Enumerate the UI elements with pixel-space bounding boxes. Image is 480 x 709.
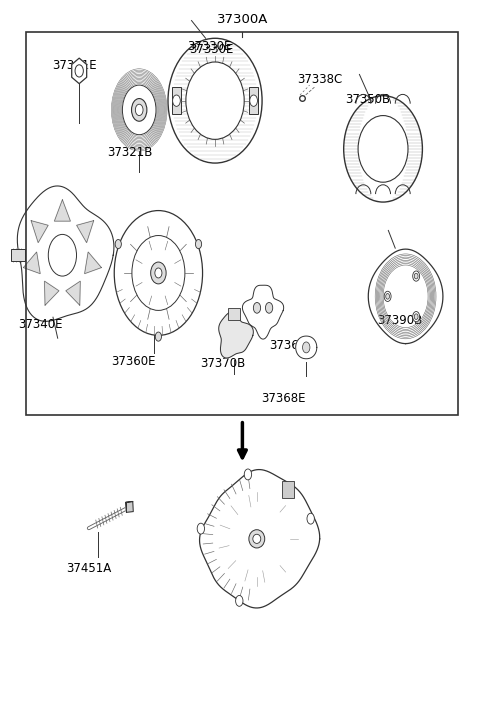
Circle shape (414, 273, 418, 279)
Circle shape (414, 314, 418, 320)
Circle shape (115, 240, 121, 249)
Circle shape (413, 311, 420, 322)
Text: 37390B: 37390B (377, 314, 422, 327)
Text: 37370B: 37370B (201, 357, 246, 369)
Circle shape (173, 95, 180, 106)
Circle shape (156, 332, 161, 341)
Polygon shape (17, 186, 114, 321)
Polygon shape (200, 469, 320, 608)
Bar (228, 308, 240, 320)
Circle shape (132, 99, 147, 121)
Circle shape (386, 294, 390, 299)
Polygon shape (54, 200, 71, 221)
Bar (282, 481, 294, 498)
Circle shape (135, 104, 143, 116)
Polygon shape (242, 285, 284, 339)
Ellipse shape (132, 235, 185, 311)
Ellipse shape (249, 530, 265, 548)
Circle shape (122, 85, 156, 135)
Ellipse shape (358, 116, 408, 182)
Circle shape (197, 523, 204, 534)
Ellipse shape (186, 62, 244, 140)
Text: 37350B: 37350B (346, 93, 391, 106)
Polygon shape (31, 220, 48, 242)
Text: 37451A: 37451A (66, 562, 111, 575)
Bar (26, 32, 458, 415)
Text: 37360E: 37360E (111, 355, 156, 368)
Text: 37300A: 37300A (216, 13, 268, 26)
Circle shape (195, 240, 202, 249)
Text: 37368E: 37368E (261, 392, 305, 405)
Bar (172, 87, 181, 114)
Ellipse shape (155, 268, 162, 278)
Polygon shape (77, 220, 94, 242)
Circle shape (307, 513, 314, 524)
Text: 37330E: 37330E (187, 40, 231, 52)
Circle shape (75, 65, 84, 77)
Text: 37340E: 37340E (19, 318, 63, 330)
Circle shape (253, 303, 261, 313)
Polygon shape (24, 252, 40, 274)
Ellipse shape (253, 535, 261, 543)
Polygon shape (296, 336, 317, 359)
Polygon shape (84, 252, 101, 274)
Text: 37330E: 37330E (190, 43, 234, 56)
Polygon shape (219, 312, 253, 358)
Polygon shape (66, 281, 80, 305)
Polygon shape (126, 501, 133, 513)
Text: 37338C: 37338C (298, 73, 343, 86)
Circle shape (244, 469, 252, 480)
Ellipse shape (114, 211, 203, 335)
Text: 37367B: 37367B (269, 340, 314, 352)
Circle shape (265, 303, 273, 313)
Circle shape (413, 271, 420, 281)
Ellipse shape (168, 38, 262, 163)
FancyArrowPatch shape (239, 423, 246, 458)
Polygon shape (368, 249, 443, 344)
Polygon shape (45, 281, 59, 305)
Text: 37311E: 37311E (52, 59, 96, 72)
Polygon shape (72, 58, 87, 84)
Bar (11, 250, 25, 261)
Circle shape (236, 596, 243, 606)
Ellipse shape (151, 262, 166, 284)
Bar (249, 87, 258, 114)
Circle shape (48, 235, 76, 276)
Circle shape (384, 291, 391, 301)
Circle shape (250, 95, 257, 106)
Text: 37321B: 37321B (107, 146, 152, 159)
Circle shape (302, 342, 310, 353)
